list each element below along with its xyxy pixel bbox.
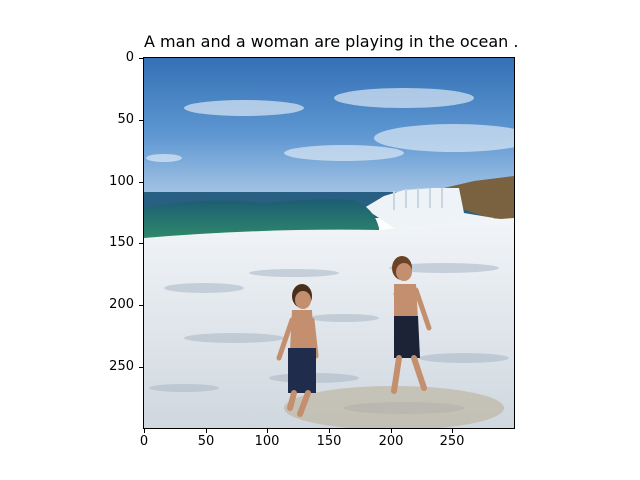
x-tick-label: 100	[254, 434, 280, 449]
x-tick	[391, 429, 392, 433]
x-tick	[206, 429, 207, 433]
y-axis-line	[143, 57, 144, 429]
splash-streaks	[393, 188, 443, 210]
rock	[444, 176, 514, 220]
x-axis-line	[143, 428, 515, 429]
x-tick-label: 0	[139, 434, 149, 449]
y-tick	[139, 305, 143, 306]
x-tick	[329, 429, 330, 433]
x-tick	[144, 429, 145, 433]
child-left	[276, 284, 319, 417]
right-axis-line	[514, 57, 515, 429]
y-tick	[139, 182, 143, 183]
x-tick-label: 200	[378, 434, 404, 449]
top-axis-line	[143, 57, 515, 58]
x-tick-label: 250	[439, 434, 465, 449]
x-tick	[452, 429, 453, 433]
y-tick-label: 250	[109, 359, 134, 374]
shallow-sand	[284, 386, 504, 428]
y-tick-label: 50	[117, 112, 134, 127]
x-tick-label: 150	[316, 434, 342, 449]
y-tick	[139, 243, 143, 244]
image-axes	[144, 58, 514, 428]
y-tick	[139, 367, 143, 368]
child-right	[391, 256, 432, 394]
beach-photo	[144, 58, 514, 428]
clouds	[146, 88, 514, 162]
y-tick	[139, 58, 143, 59]
x-tick-label: 50	[197, 434, 215, 449]
figure-title: A man and a woman are playing in the oce…	[144, 32, 519, 51]
y-tick-label: 0	[125, 50, 134, 65]
y-tick	[139, 120, 143, 121]
y-tick-label: 100	[109, 174, 134, 189]
y-tick-label: 150	[109, 235, 134, 250]
y-tick-label: 200	[109, 297, 134, 312]
x-tick	[267, 429, 268, 433]
